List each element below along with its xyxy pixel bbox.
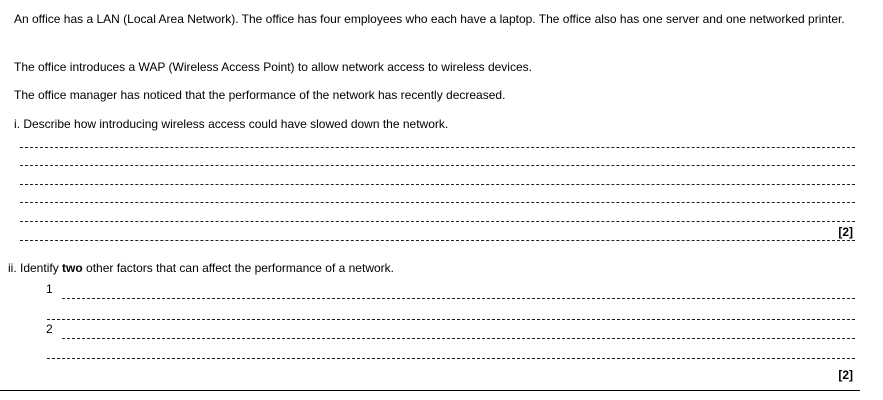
answer-line[interactable] bbox=[20, 184, 855, 185]
item-number-1: 1 bbox=[46, 282, 53, 296]
question-ii-text: ii. Identify two other factors that can … bbox=[8, 262, 394, 275]
intro-paragraph-2: The office introduces a WAP (Wireless Ac… bbox=[14, 60, 532, 74]
item-number-2: 2 bbox=[46, 322, 53, 336]
answer-line[interactable] bbox=[20, 240, 855, 241]
answer-line[interactable] bbox=[20, 221, 855, 222]
question-ii-prefix: ii. Identify bbox=[8, 261, 63, 275]
section-divider bbox=[0, 390, 860, 391]
answer-line[interactable] bbox=[20, 165, 855, 166]
question-ii-marks: [2] bbox=[838, 368, 853, 382]
question-i-marks: [2] bbox=[838, 225, 853, 239]
answer-line-2a[interactable] bbox=[62, 338, 855, 339]
answer-line-1a[interactable] bbox=[62, 298, 855, 299]
question-ii-suffix: other factors that can affect the perfor… bbox=[82, 261, 394, 275]
question-i-text: i. Describe how introducing wireless acc… bbox=[14, 117, 449, 131]
intro-paragraph-3: The office manager has noticed that the … bbox=[14, 88, 506, 102]
intro-paragraph-1: An office has a LAN (Local Area Network)… bbox=[14, 12, 845, 26]
question-ii-emphasis: two bbox=[62, 261, 83, 275]
answer-line-1b[interactable] bbox=[47, 319, 855, 320]
answer-line-2b[interactable] bbox=[47, 358, 855, 359]
answer-line[interactable] bbox=[20, 147, 855, 148]
answer-line[interactable] bbox=[20, 202, 855, 203]
